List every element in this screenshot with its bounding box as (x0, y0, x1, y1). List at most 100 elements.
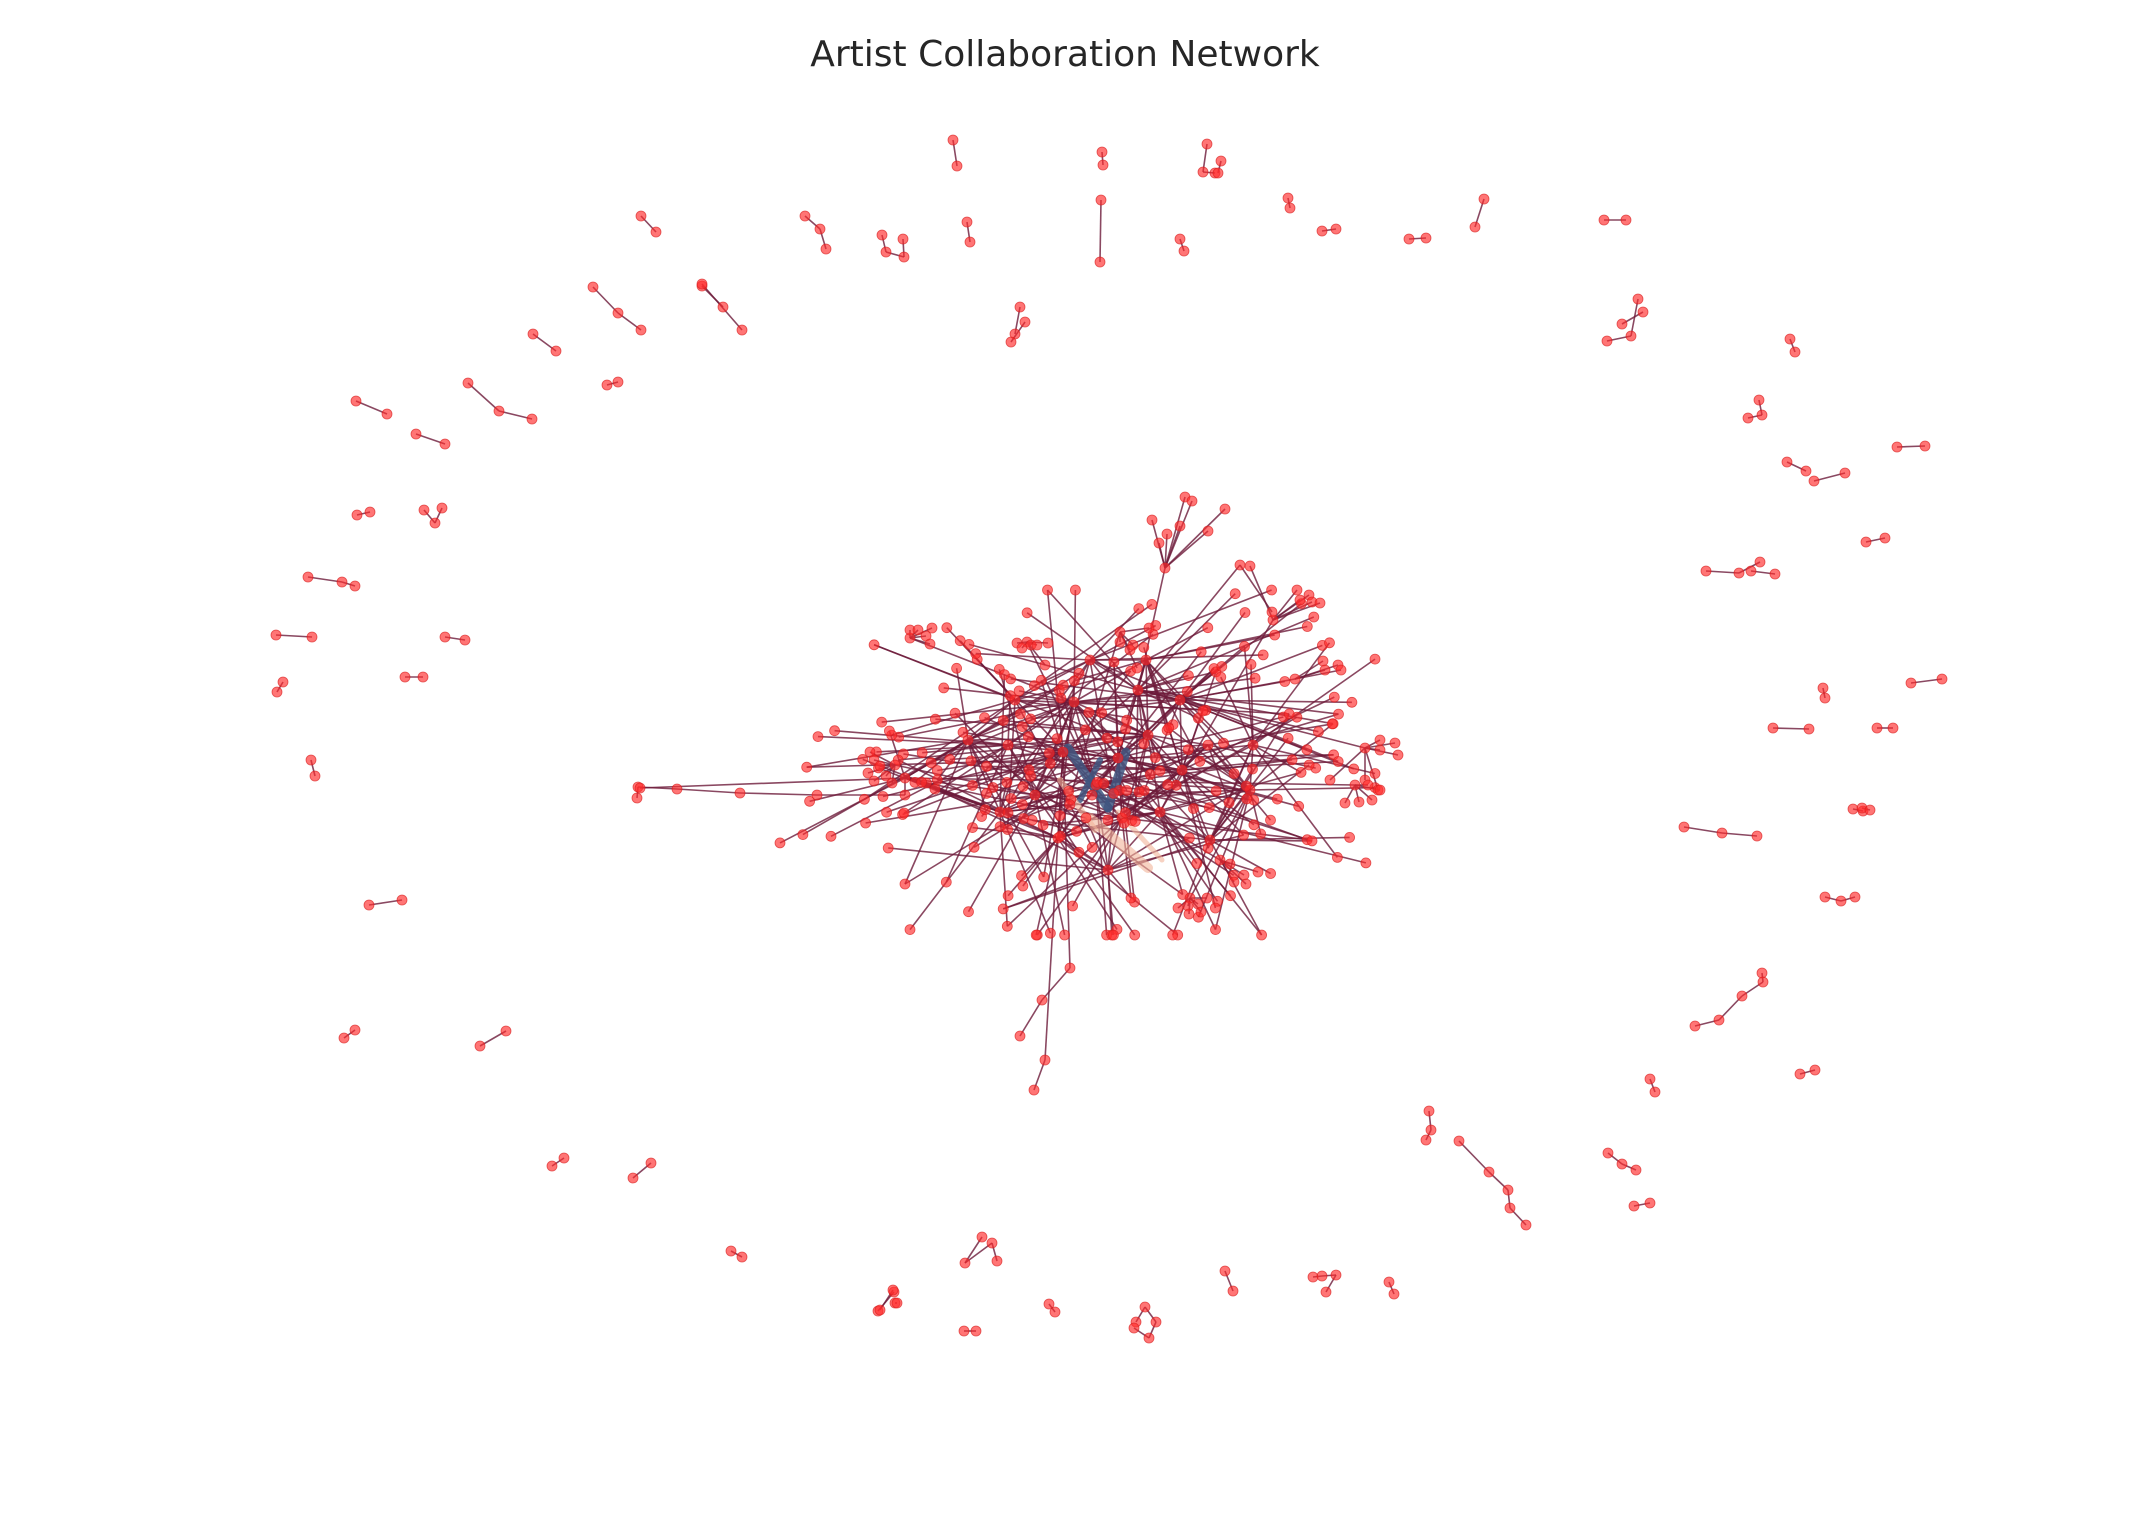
artist-node (1871, 722, 1883, 734)
artist-node (959, 1257, 971, 1269)
artist-node (1083, 707, 1095, 718)
artist-node (1218, 737, 1229, 749)
collaboration-edge (1329, 747, 1366, 781)
artist-node (1112, 736, 1124, 748)
artist-node (1240, 878, 1252, 890)
collaboration-edge (909, 811, 1001, 931)
artist-node (1014, 1030, 1026, 1042)
artist-node (336, 576, 348, 588)
artist-node (634, 782, 646, 794)
artist-node (1223, 797, 1235, 809)
artist-node (1215, 155, 1227, 167)
artist-node (627, 1172, 639, 1184)
artist-node (736, 324, 748, 336)
artist-node (1055, 830, 1066, 842)
artist-node (349, 580, 361, 592)
artist-node (1754, 556, 1766, 568)
artist-node (1202, 525, 1214, 537)
artist-node (1244, 560, 1256, 572)
collaboration-edge (1147, 734, 1245, 836)
artist-node (1149, 752, 1161, 763)
nodes-layer (270, 134, 1948, 1344)
collaboration-edge (1137, 689, 1199, 719)
artist-node (912, 624, 924, 636)
artist-node (1326, 718, 1338, 730)
artist-node (1362, 779, 1374, 791)
artist-node (736, 1251, 748, 1263)
artist-node (1425, 1124, 1437, 1136)
artist-node (1094, 256, 1106, 268)
artist-node (1756, 409, 1768, 421)
artist-node (1389, 737, 1401, 749)
artist-node (1369, 653, 1381, 665)
artist-node (1108, 929, 1119, 941)
artist-node (725, 1245, 737, 1257)
collaboration-edge (1272, 599, 1301, 621)
artist-node (991, 1255, 1003, 1267)
artist-node (1212, 167, 1224, 179)
artist-node (1025, 713, 1036, 725)
artist-node (1001, 920, 1013, 932)
artist-node (868, 639, 880, 651)
artist-node (947, 134, 959, 146)
collaboration-edge (1168, 727, 1251, 791)
artist-node (306, 631, 318, 643)
artist-node (1238, 829, 1249, 841)
artist-node (1059, 929, 1070, 941)
artist-node (1002, 824, 1013, 835)
artist-node (1203, 802, 1215, 813)
artist-node (1004, 690, 1016, 702)
collaboration-edge (1089, 608, 1140, 661)
artist-node (929, 783, 941, 795)
artist-node (1229, 588, 1241, 600)
artist-node (1108, 788, 1119, 799)
artist-node (1265, 868, 1276, 879)
artist-node (1835, 895, 1847, 907)
collaboration-edge (1089, 589, 1272, 661)
artist-node (1286, 754, 1298, 766)
artist-node (1239, 641, 1250, 652)
collaboration-edge (307, 576, 343, 583)
collaboration-edge (1252, 658, 1376, 746)
collaboration-edge (1107, 837, 1190, 871)
artist-node (1044, 758, 1056, 769)
collaboration-edge (1705, 570, 1740, 574)
artist-node (1154, 765, 1166, 777)
artist-node (1333, 708, 1344, 720)
artist-node (1269, 629, 1281, 641)
artist-node (1023, 764, 1035, 776)
collaboration-edge (1159, 619, 1274, 813)
artist-node (349, 1024, 361, 1036)
artist-node (1767, 722, 1779, 734)
artist-node (1005, 793, 1017, 804)
artist-node (1086, 842, 1098, 853)
collaboration-edge (639, 777, 906, 789)
artist-node (1143, 622, 1155, 634)
artist-node (860, 817, 871, 829)
artist-node (1201, 138, 1213, 150)
artist-node (1303, 759, 1315, 771)
artist-node (1628, 1200, 1640, 1212)
artist-node (1183, 908, 1195, 920)
collaboration-edge (1022, 837, 1059, 887)
artist-node (874, 1304, 886, 1316)
artist-node (1194, 756, 1206, 767)
artist-node (1120, 807, 1131, 819)
artist-node (1021, 607, 1033, 619)
artist-node (645, 1157, 657, 1169)
artist-node (1306, 835, 1318, 847)
collaboration-edge (980, 701, 1075, 818)
artist-node (1344, 832, 1355, 843)
artist-node (951, 662, 962, 674)
artist-node (1616, 318, 1628, 330)
artist-node (1353, 796, 1365, 808)
collaboration-edge (1171, 839, 1211, 936)
artist-node (1800, 465, 1812, 477)
artist-node (436, 502, 448, 514)
collaboration-edge (1683, 826, 1723, 834)
artist-node (944, 754, 956, 765)
artist-node (1265, 814, 1276, 826)
artist-node (1781, 456, 1793, 468)
collaboration-edge (275, 634, 313, 638)
